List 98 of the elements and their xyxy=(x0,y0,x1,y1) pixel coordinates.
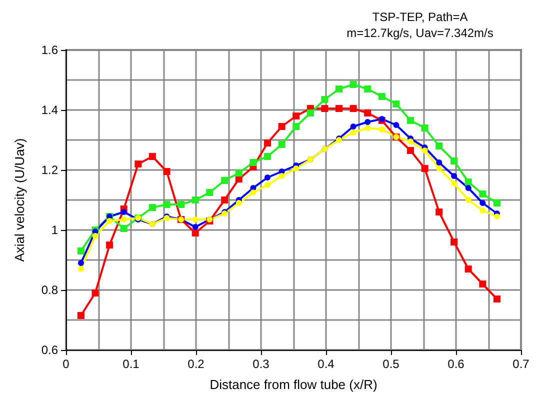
y-tick-label: 1.4 xyxy=(41,103,58,117)
point xyxy=(292,112,300,120)
point xyxy=(378,126,385,132)
x-tick-label: 0.4 xyxy=(318,357,335,371)
point xyxy=(364,125,371,131)
point xyxy=(293,166,300,172)
x-tick-label: 0.1 xyxy=(122,357,140,371)
point xyxy=(480,208,486,214)
point xyxy=(148,153,156,160)
point xyxy=(494,214,500,220)
point xyxy=(479,280,486,288)
point xyxy=(264,174,270,180)
point xyxy=(465,197,472,203)
point xyxy=(264,140,271,146)
point xyxy=(364,110,372,116)
point xyxy=(163,201,170,208)
x-tick-label: 0.5 xyxy=(382,357,400,371)
point xyxy=(221,177,228,184)
point xyxy=(336,105,342,112)
point xyxy=(163,168,170,175)
point xyxy=(350,81,357,88)
point xyxy=(436,142,443,150)
point xyxy=(392,100,400,108)
point xyxy=(292,123,300,130)
point xyxy=(350,124,356,130)
point xyxy=(77,248,84,254)
point xyxy=(278,123,286,130)
point xyxy=(436,208,443,216)
point xyxy=(250,159,257,166)
point xyxy=(92,233,98,239)
point xyxy=(479,190,486,198)
point xyxy=(120,216,127,222)
point xyxy=(236,200,242,206)
point xyxy=(451,173,458,179)
y-axis-title: Axial velocity (U/Uav) xyxy=(12,138,27,262)
x-axis-title: Distance from flow tube (x/R) xyxy=(210,377,378,392)
point xyxy=(221,196,228,204)
point xyxy=(480,200,486,206)
point xyxy=(92,290,99,296)
point xyxy=(77,312,84,319)
x-tick-label: 0.3 xyxy=(252,357,270,371)
point xyxy=(192,230,199,236)
point xyxy=(336,86,342,92)
y-tick-label: 1 xyxy=(51,223,58,237)
point xyxy=(450,238,458,246)
x-tick-label: 0.2 xyxy=(188,357,205,371)
point xyxy=(465,185,472,191)
point xyxy=(464,266,472,272)
point xyxy=(278,141,286,148)
point xyxy=(421,165,428,172)
point xyxy=(421,124,428,132)
point xyxy=(235,170,242,176)
point xyxy=(436,160,442,166)
point xyxy=(120,225,128,232)
point xyxy=(264,182,270,188)
point xyxy=(278,173,285,179)
y-tick-label: 1.6 xyxy=(41,43,58,57)
point xyxy=(378,93,386,100)
point xyxy=(206,189,214,196)
x-tick-label: 0.6 xyxy=(448,357,465,371)
point xyxy=(134,160,142,168)
point xyxy=(321,96,328,103)
y-tick-label: 0.6 xyxy=(41,343,58,357)
point xyxy=(407,117,414,124)
point xyxy=(178,201,185,208)
point xyxy=(350,130,356,136)
point xyxy=(364,119,371,125)
point xyxy=(407,147,414,154)
point xyxy=(192,216,198,222)
point xyxy=(393,122,400,128)
point xyxy=(451,180,458,186)
point xyxy=(106,242,114,248)
chart-subtitle: m=12.7kg/s, Uav=7.342m/s xyxy=(346,26,494,40)
point xyxy=(350,105,357,112)
point xyxy=(422,148,428,154)
x-tick-label: 0.7 xyxy=(512,357,530,371)
x-tick-label: 0 xyxy=(62,357,70,371)
point xyxy=(493,200,500,206)
point xyxy=(306,110,314,116)
point xyxy=(264,153,271,160)
point xyxy=(148,204,156,211)
point xyxy=(493,296,500,302)
point xyxy=(450,158,458,164)
point xyxy=(436,166,442,172)
point xyxy=(250,190,256,196)
chart-title: TSP-TEP, Path=A xyxy=(372,10,468,24)
point xyxy=(106,218,113,224)
point xyxy=(78,266,84,272)
y-tick-label: 0.8 xyxy=(41,283,58,297)
point xyxy=(321,105,328,112)
point xyxy=(464,178,472,186)
y-tick-label: 1.2 xyxy=(41,163,58,177)
point xyxy=(364,86,372,92)
point xyxy=(192,196,199,204)
point xyxy=(78,260,84,266)
point xyxy=(120,209,127,215)
point xyxy=(408,138,414,144)
point xyxy=(192,224,198,230)
